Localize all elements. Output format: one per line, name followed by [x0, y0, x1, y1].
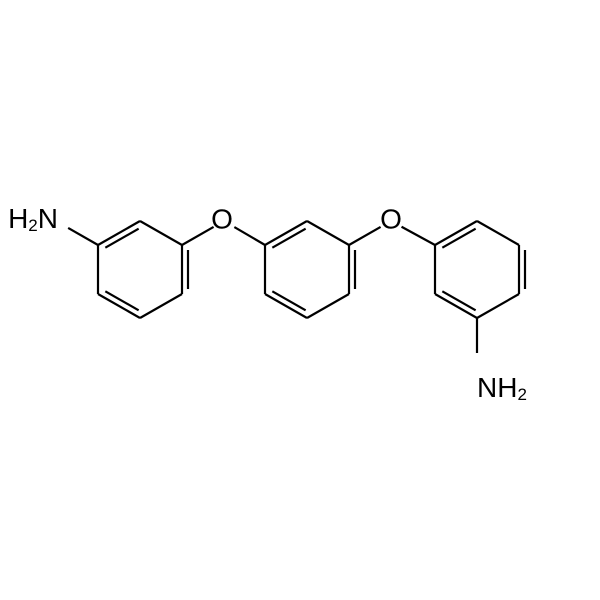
bond — [307, 294, 349, 318]
bond — [140, 294, 182, 318]
bond — [477, 221, 519, 245]
oxygen-label-right: O — [380, 203, 402, 234]
bond — [402, 227, 435, 245]
bond — [182, 227, 214, 245]
oxygen-label-left: O — [211, 203, 233, 234]
bond — [435, 221, 477, 245]
amine-label-right: NH2 — [477, 372, 527, 404]
bond — [265, 294, 307, 318]
bond — [98, 294, 140, 318]
bond — [307, 221, 349, 245]
bond — [98, 221, 140, 245]
amine-label-left: H2N — [8, 203, 58, 235]
bond — [140, 221, 182, 245]
chemical-structure: O O H2N NH2 — [0, 0, 600, 600]
bond — [265, 221, 307, 245]
bond — [435, 294, 477, 318]
bond — [349, 227, 381, 245]
bond — [477, 294, 519, 318]
bond — [68, 228, 98, 245]
bond — [234, 227, 265, 245]
